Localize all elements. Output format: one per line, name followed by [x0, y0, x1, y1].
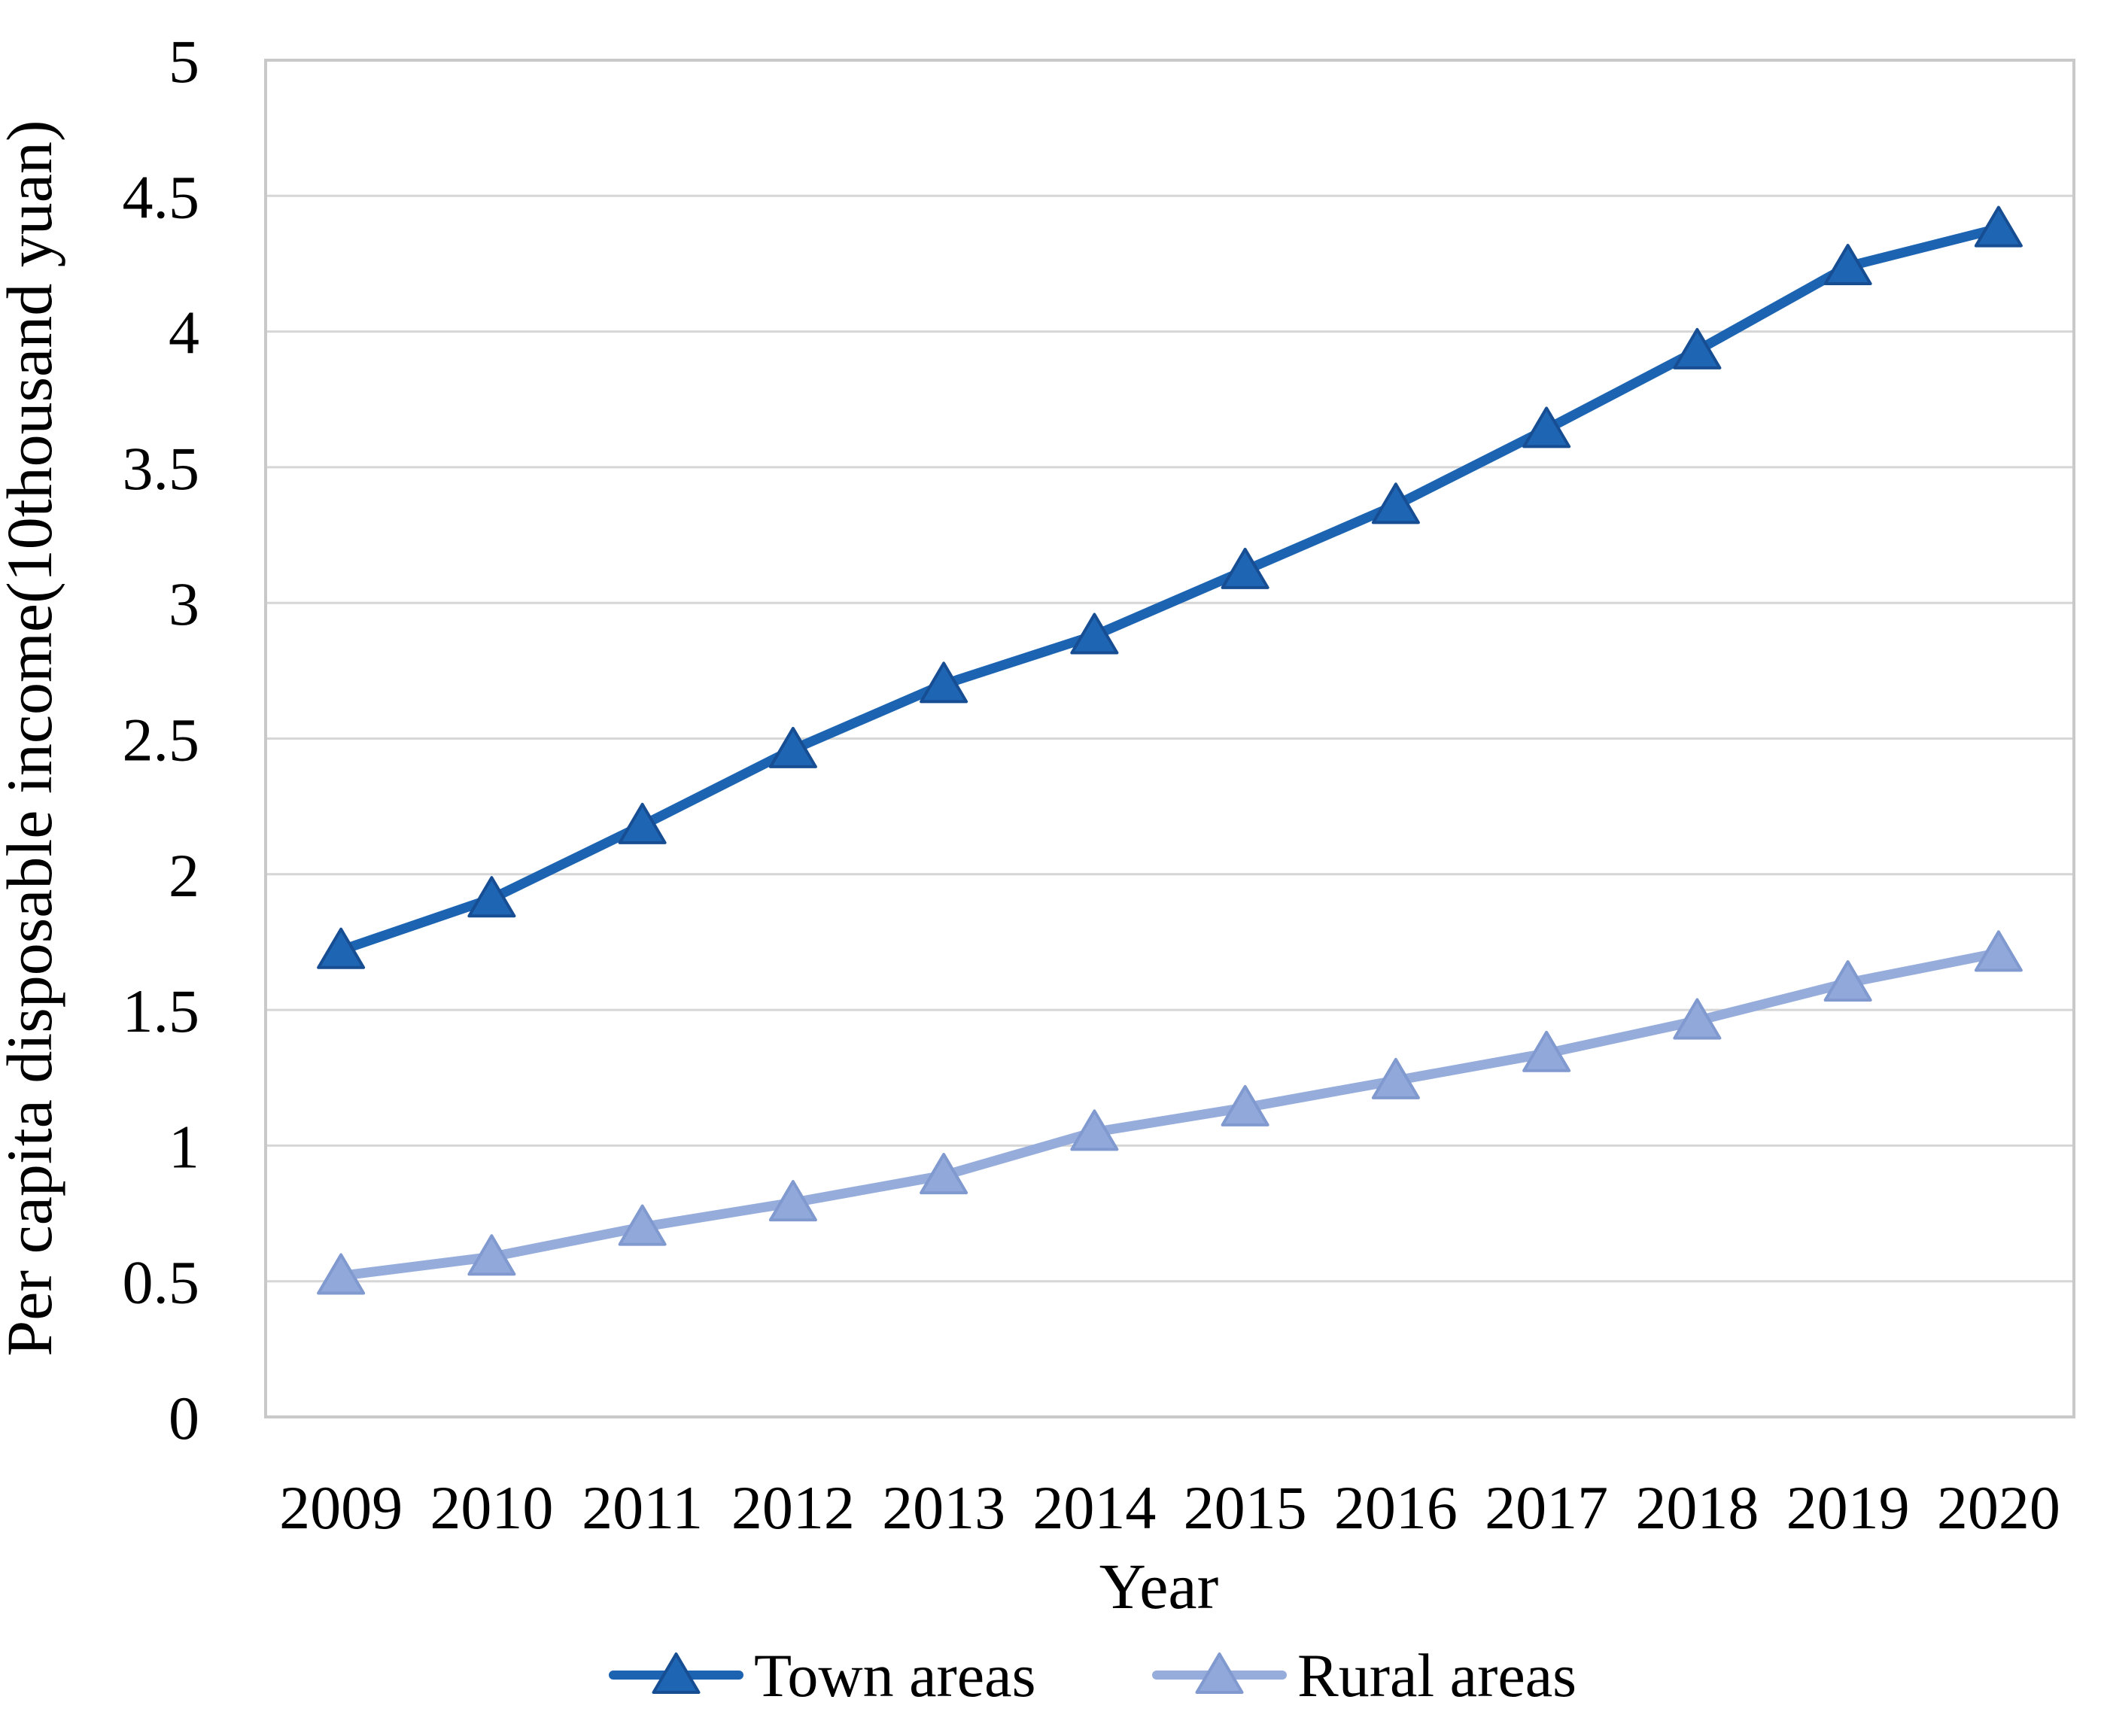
legend-item-rural-areas: Rural areas	[1152, 1641, 1577, 1710]
legend-town-areas-label: Town areas	[754, 1641, 1036, 1710]
town-areas-marker-2020	[1974, 205, 2023, 248]
y-tick-label-2: 2	[169, 841, 199, 910]
y-tick-label-3.5: 3.5	[123, 434, 200, 503]
series-rural-areas	[317, 930, 2023, 1295]
y-tick-label-1: 1	[169, 1112, 199, 1181]
y-axis-title: Per capita disposable income(10thousand …	[0, 120, 65, 1356]
y-tick-label-1.5: 1.5	[123, 977, 200, 1045]
town-areas-marker-2010	[467, 876, 516, 918]
town-areas-marker-2019	[1823, 244, 1872, 286]
town-areas-triangle-marker-icon	[652, 1652, 701, 1694]
x-tick-label-2020: 2020	[1937, 1473, 2060, 1542]
x-axis-title: Year	[1099, 1550, 1218, 1622]
x-axis-tick-labels: 2009 2010 2011 2012 2013 2014 2015 2016 2017 2018…	[279, 1473, 2060, 1542]
plot-area	[264, 59, 2075, 1418]
x-tick-label-2016: 2016	[1334, 1473, 1458, 1542]
town-areas-marker-2016	[1371, 482, 1420, 524]
rural-areas-marker-2009	[317, 1253, 366, 1295]
town-areas-marker-2012	[768, 726, 817, 768]
rural-areas-marker-2019	[1823, 960, 1872, 1002]
plot-frame	[264, 59, 2075, 1418]
legend-rural-areas-label: Rural areas	[1297, 1641, 1577, 1710]
town-areas-marker-2018	[1673, 327, 1722, 369]
rural-areas-line	[336, 947, 2004, 1281]
town-areas-line	[336, 223, 2004, 956]
town-areas-marker-2017	[1522, 406, 1571, 448]
town-areas-marker-2015	[1221, 547, 1269, 589]
rural-areas-marker-2014	[1070, 1109, 1119, 1151]
legend: Town areas Rural areas	[609, 1641, 1577, 1710]
x-tick-label-2015: 2015	[1184, 1473, 1307, 1542]
rural-areas-marker-2012	[768, 1180, 817, 1222]
y-axis-tick-labels: 0 0.5 1 1.5 2 2.5 3 3.5 4 4.5 5	[123, 27, 200, 1452]
rural-areas-marker-2016	[1371, 1057, 1420, 1099]
x-tick-label-2013: 2013	[882, 1473, 1005, 1542]
series-town-areas	[317, 205, 2023, 969]
x-tick-label-2014: 2014	[1032, 1473, 1156, 1542]
y-tick-label-4.5: 4.5	[123, 163, 200, 231]
rural-areas-marker-2017	[1522, 1030, 1571, 1072]
x-tick-label-2010: 2010	[430, 1473, 553, 1542]
town-areas-markers	[317, 205, 2023, 969]
town-areas-marker-2013	[920, 661, 968, 704]
y-tick-label-3: 3	[169, 570, 199, 638]
x-tick-label-2011: 2011	[582, 1473, 703, 1542]
rural-areas-marker-2010	[467, 1234, 516, 1276]
y-tick-label-5: 5	[169, 27, 199, 96]
rural-areas-marker-2013	[920, 1153, 968, 1195]
rural-areas-marker-2018	[1673, 998, 1722, 1040]
rural-areas-triangle-marker-icon	[1195, 1652, 1244, 1694]
x-tick-label-2012: 2012	[731, 1473, 855, 1542]
y-tick-label-0: 0	[169, 1384, 199, 1452]
legend-item-town-areas: Town areas	[609, 1641, 1036, 1710]
x-tick-label-2018: 2018	[1635, 1473, 1759, 1542]
x-tick-label-2017: 2017	[1485, 1473, 1608, 1542]
town-areas-marker-2014	[1070, 613, 1119, 655]
y-tick-label-4: 4	[169, 299, 199, 367]
rural-areas-marker-2015	[1221, 1084, 1269, 1126]
rural-areas-marker-2020	[1974, 930, 2023, 972]
town-areas-marker-2009	[317, 927, 366, 969]
x-tick-label-2019: 2019	[1786, 1473, 1910, 1542]
town-areas-marker-2011	[618, 802, 667, 844]
x-tick-label-2009: 2009	[279, 1473, 403, 1542]
rural-areas-markers	[317, 930, 2023, 1295]
y-tick-label-0.5: 0.5	[123, 1248, 200, 1317]
y-tick-label-2.5: 2.5	[123, 706, 200, 774]
rural-areas-marker-2011	[618, 1204, 667, 1246]
